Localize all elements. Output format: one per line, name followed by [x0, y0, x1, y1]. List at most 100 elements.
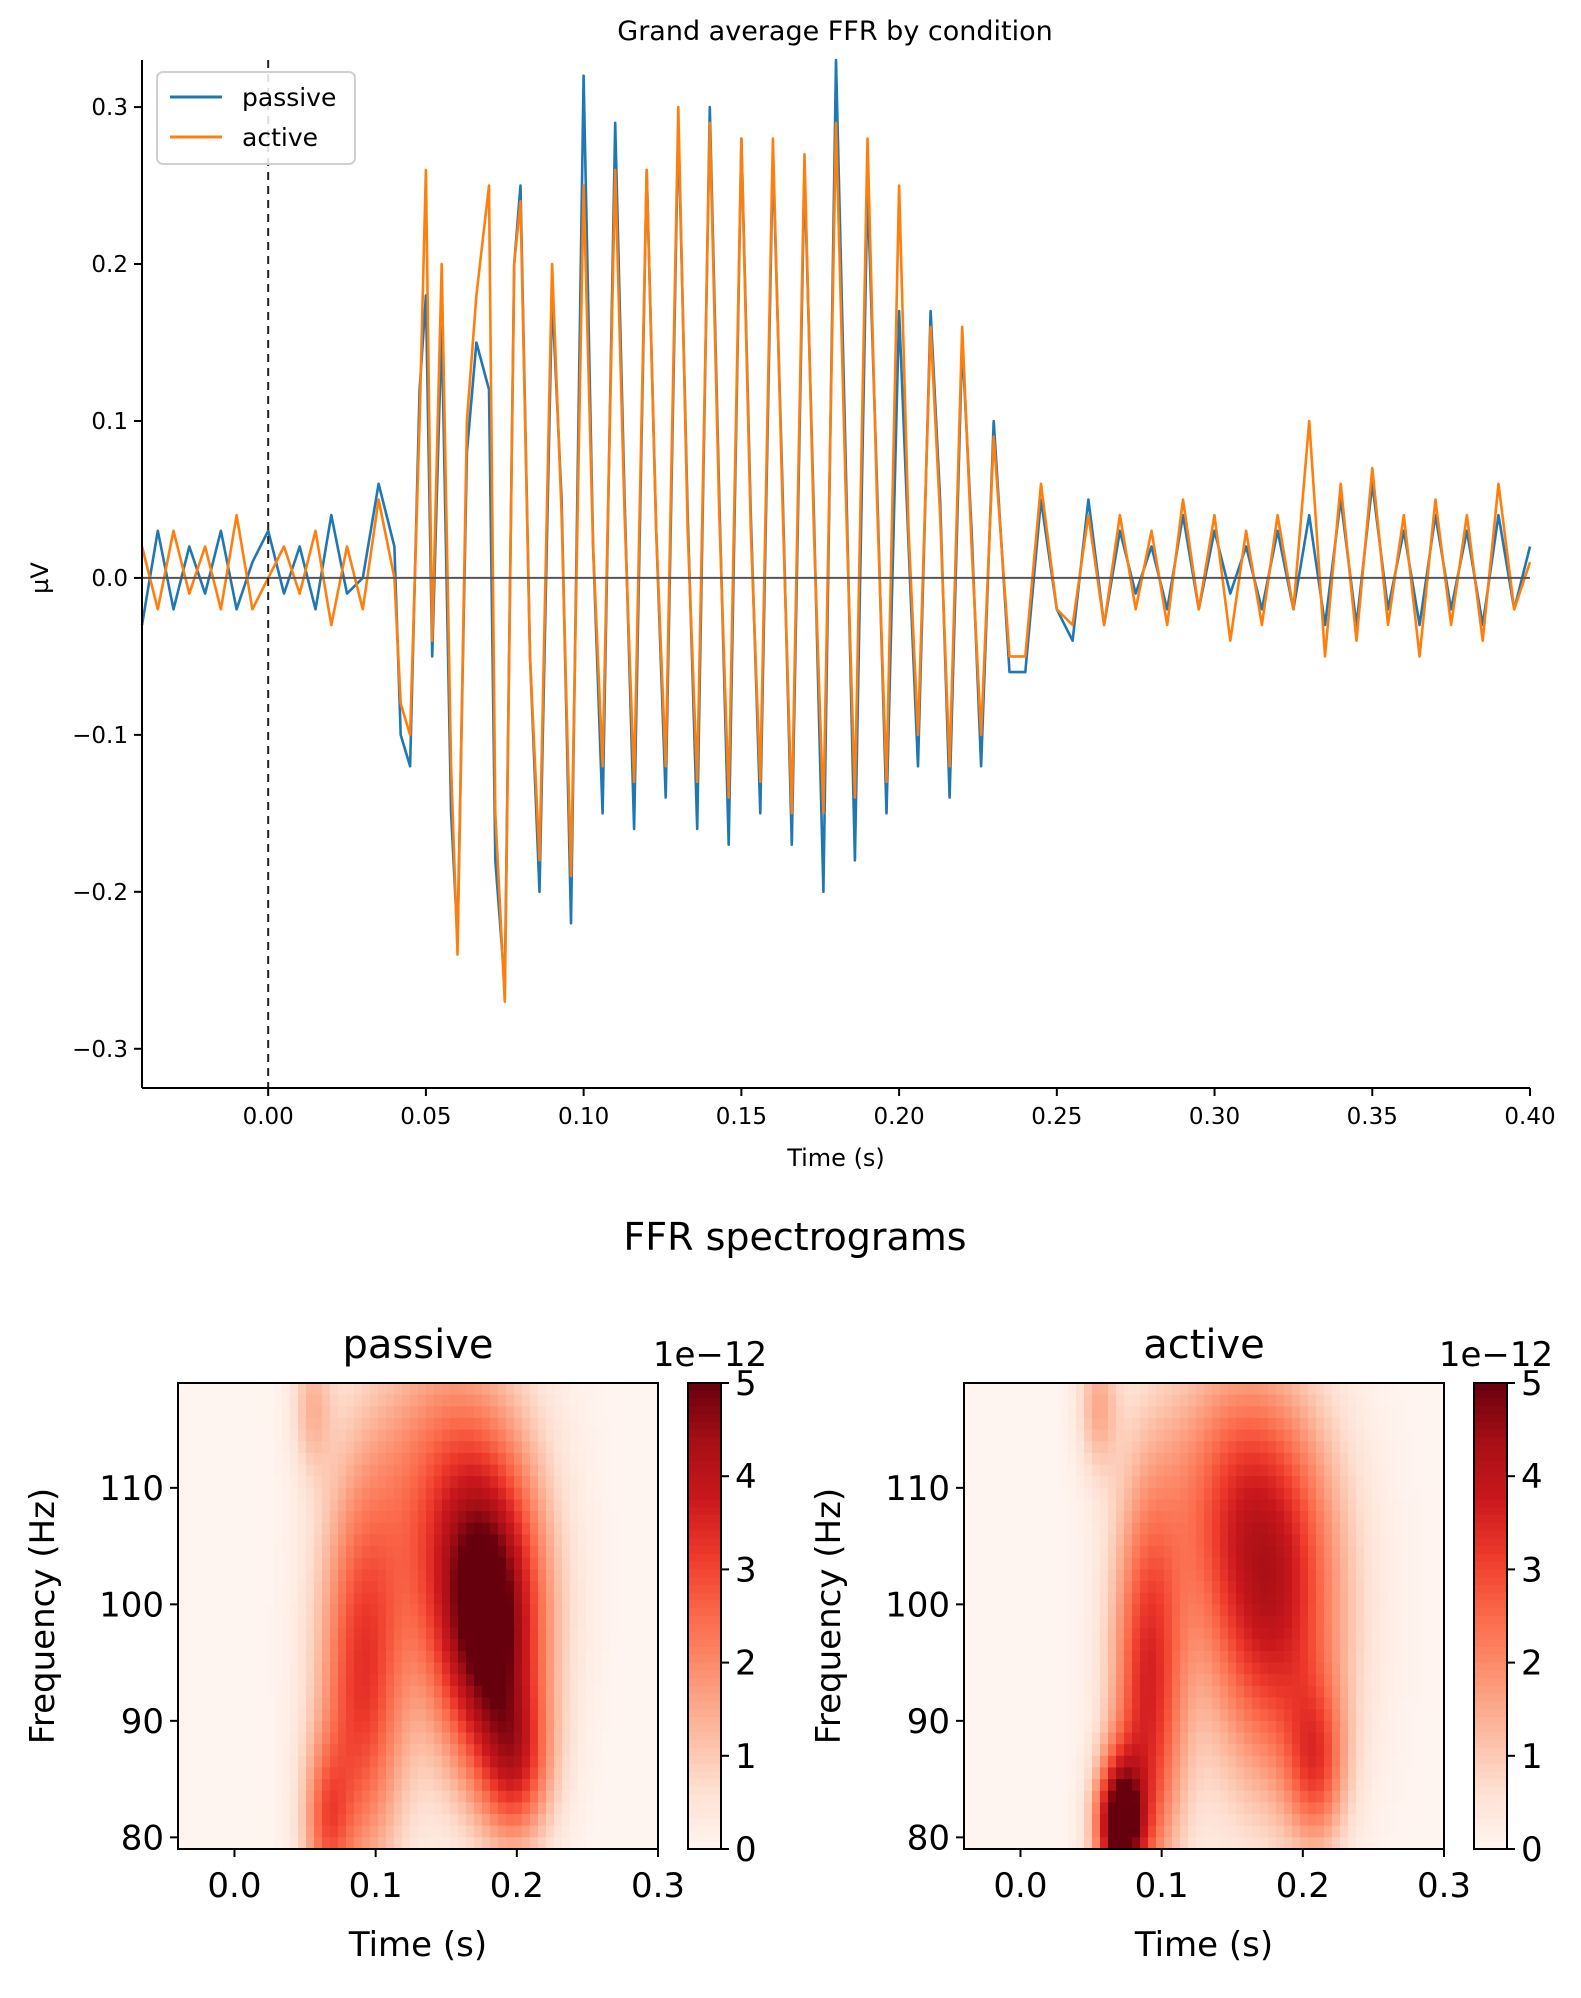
heatmap-cell	[1340, 1557, 1349, 1570]
heatmap-cell	[1148, 1685, 1157, 1699]
heatmap-cell	[210, 1814, 219, 1827]
heatmap-cell	[1068, 1406, 1077, 1419]
heatmap-cell	[1292, 1417, 1301, 1431]
heatmap-cell	[570, 1802, 579, 1815]
heatmap-cell	[1140, 1604, 1149, 1617]
heatmap-cell	[482, 1627, 491, 1640]
heatmap-cell	[346, 1569, 355, 1582]
heatmap-cell	[1012, 1697, 1021, 1710]
heatmap-cell	[626, 1604, 635, 1617]
heatmap-cell	[1244, 1732, 1253, 1745]
heatmap-cell	[1372, 1581, 1381, 1594]
heatmap-cell	[450, 1685, 459, 1699]
heatmap-cell	[186, 1650, 195, 1664]
colorbar-cell	[688, 1561, 721, 1570]
heatmap-cell	[1348, 1429, 1357, 1442]
heatmap-cell	[634, 1627, 643, 1640]
heatmap-cell	[234, 1662, 243, 1675]
heatmap-cell	[426, 1417, 435, 1431]
heatmap-cell	[562, 1616, 571, 1629]
heatmap-cell	[282, 1744, 291, 1757]
heatmap-cell	[1164, 1685, 1173, 1699]
heatmap-cell	[1092, 1802, 1101, 1815]
heatmap-cell	[1228, 1394, 1237, 1407]
heatmap-cell	[650, 1662, 659, 1675]
heatmap-cell	[1412, 1674, 1421, 1687]
heatmap-cell	[354, 1604, 363, 1617]
heatmap-cell	[1212, 1581, 1221, 1594]
heatmap-cell	[1116, 1732, 1125, 1745]
heatmap-cell	[298, 1429, 307, 1442]
heatmap-cell	[1324, 1674, 1333, 1687]
heatmap-cell	[402, 1487, 411, 1501]
heatmap-cell	[554, 1779, 563, 1792]
heatmap-cell	[530, 1464, 539, 1477]
heatmap-cell	[282, 1581, 291, 1594]
heatmap-cell	[610, 1779, 619, 1792]
heatmap-cell	[458, 1837, 467, 1850]
heatmap-cell	[410, 1685, 419, 1699]
heatmap-cell	[1316, 1464, 1325, 1477]
heatmap-cell	[570, 1417, 579, 1431]
heatmap-cell	[1324, 1476, 1333, 1489]
colorbar-cell	[688, 1600, 721, 1609]
heatmap-cell	[1116, 1639, 1125, 1652]
heatmap-cell	[1052, 1429, 1061, 1442]
heatmap-cell	[1052, 1557, 1061, 1570]
heatmap-cell	[1028, 1627, 1037, 1640]
heatmap-cell	[362, 1767, 371, 1780]
heatmap-cell	[1044, 1394, 1053, 1407]
heatmap-cell	[1220, 1441, 1229, 1454]
heatmap-cell	[386, 1546, 395, 1559]
heatmap-cell	[346, 1627, 355, 1640]
heatmap-cell	[1332, 1569, 1341, 1582]
heatmap-cell	[450, 1487, 459, 1501]
heatmap-cell	[450, 1394, 459, 1407]
heatmap-cell	[1092, 1814, 1101, 1827]
heatmap-cell	[378, 1441, 387, 1454]
heatmap-cell	[338, 1790, 347, 1803]
heatmap-cell	[514, 1569, 523, 1582]
heatmap-cell	[562, 1581, 571, 1594]
heatmap-cell	[1212, 1639, 1221, 1652]
heatmap-cell	[490, 1487, 499, 1501]
heatmap-cell	[1020, 1767, 1029, 1780]
heatmap-cell	[1420, 1790, 1429, 1803]
heatmap-cell	[1252, 1569, 1261, 1582]
heatmap-cell	[1228, 1569, 1237, 1582]
heatmap-cell	[1084, 1767, 1093, 1780]
heatmap-cell	[1172, 1522, 1181, 1536]
heatmap-cell	[1212, 1685, 1221, 1699]
heatmap-cell	[1172, 1464, 1181, 1477]
heatmap-cell	[490, 1650, 499, 1664]
heatmap-cell	[610, 1732, 619, 1745]
heatmap-cell	[1020, 1837, 1029, 1850]
heatmap-cell	[1180, 1720, 1189, 1734]
heatmap-cell	[1196, 1534, 1205, 1547]
heatmap-cell	[178, 1779, 187, 1792]
heatmap-cell	[988, 1837, 997, 1850]
heatmap-cell	[322, 1499, 331, 1512]
heatmap-cell	[1228, 1674, 1237, 1687]
heatmap-cell	[546, 1744, 555, 1757]
heatmap-cell	[1076, 1720, 1085, 1734]
heatmap-cell	[1212, 1674, 1221, 1687]
heatmap-cell	[980, 1417, 989, 1431]
heatmap-cell	[370, 1814, 379, 1827]
heatmap-cell	[1388, 1487, 1397, 1501]
heatmap-cell	[578, 1732, 587, 1745]
heatmap-cell	[258, 1417, 267, 1431]
heatmap-cell	[1020, 1546, 1029, 1559]
heatmap-cell	[362, 1650, 371, 1664]
heatmap-cell	[1004, 1487, 1013, 1501]
heatmap-cell	[1252, 1814, 1261, 1827]
heatmap-cell	[234, 1511, 243, 1524]
heatmap-cell	[1252, 1802, 1261, 1815]
heatmap-cell	[1052, 1511, 1061, 1524]
heatmap-x-tick-label: 0.2	[1276, 1866, 1330, 1906]
heatmap-cell	[1020, 1581, 1029, 1594]
heatmap-cell	[418, 1814, 427, 1827]
heatmap-cell	[570, 1767, 579, 1780]
heatmap-cell	[346, 1662, 355, 1675]
heatmap-cell	[202, 1417, 211, 1431]
